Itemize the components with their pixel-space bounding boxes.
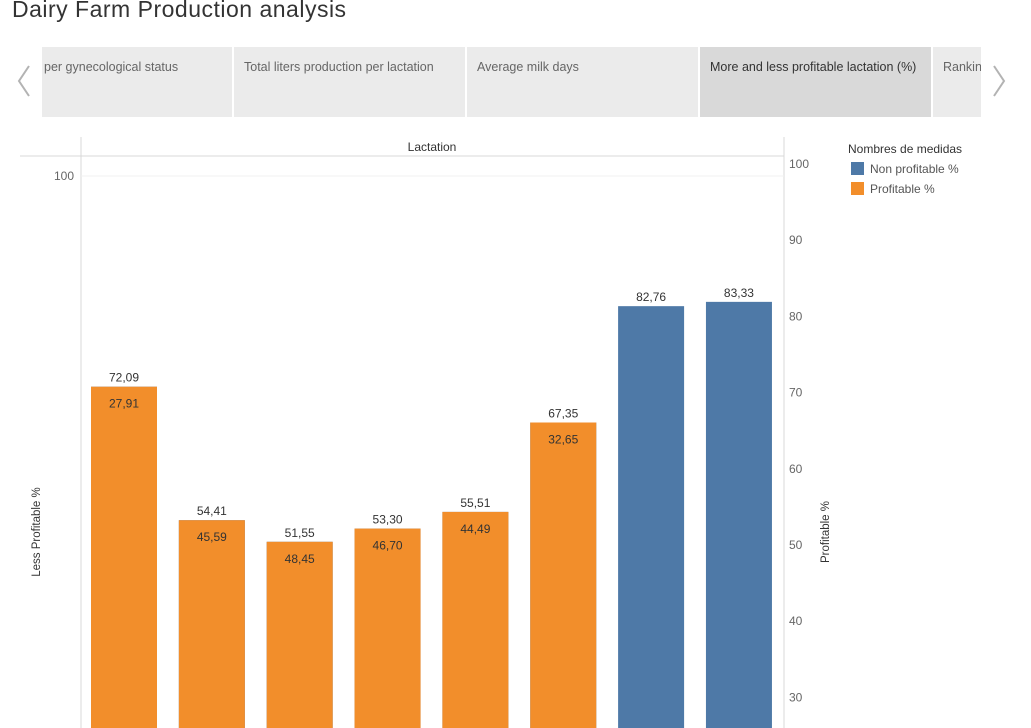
right-tick-label: 50 [789,538,803,552]
bar-non-profitable [705,301,772,728]
chart-header-label: Lactation [408,140,457,154]
data-label-profitable: 46,70 [373,539,403,553]
tab-ranking[interactable]: Rankin [933,47,981,117]
prev-tab-button[interactable] [15,64,35,98]
data-label-non-profitable: 55,51 [460,496,490,510]
bar-profitable [354,528,421,728]
data-label-non-profitable: 83,33 [724,286,754,300]
legend-title: Nombres de medidas [848,142,963,156]
bar-profitable [266,541,333,728]
right-tick-label: 80 [789,309,803,323]
data-label-profitable: 32,65 [548,433,578,447]
bar-profitable [178,520,245,728]
data-label-profitable: 27,91 [109,397,139,411]
left-tick-label: 100 [54,169,74,183]
data-label-non-profitable: 54,41 [197,504,227,518]
tab-gynecological-status[interactable]: per gynecological status [42,47,232,117]
right-tick-label: 100 [789,157,809,171]
chart-frame: Lactation 100 100 90 80 70 60 50 40 30 [20,137,809,728]
right-tick-label: 30 [789,690,803,704]
data-label-profitable: 44,49 [460,522,490,536]
legend-item-non-profitable[interactable]: Non profitable % [851,162,959,176]
right-tick-label: 90 [789,233,803,247]
bar-profitable [530,422,597,728]
chevron-right-icon [993,65,1006,97]
data-label-non-profitable: 72,09 [109,371,139,385]
legend-swatch [851,182,864,195]
page-title: Dairy Farm Production analysis [12,0,347,22]
data-label-profitable: 45,59 [197,530,227,544]
data-label-non-profitable: 51,55 [285,526,315,540]
bar-profitable [442,511,509,728]
chevron-left-icon [17,65,30,97]
bar-non-profitable [618,306,685,728]
legend-item-profitable[interactable]: Profitable % [851,182,935,196]
right-tick-label: 40 [789,614,803,628]
right-tick-label: 60 [789,462,803,476]
data-label-profitable: 48,45 [285,552,315,566]
tab-total-liters-production[interactable]: Total liters production per lactation [234,47,465,117]
data-label-non-profitable: 67,35 [548,407,578,421]
chart-marks: 72,09 27,91 54,41 45,59 51,55 48,45 53,30 46,70… [91,286,772,728]
tab-profitable-lactation[interactable]: More and less profitable lactation (%) [700,47,931,117]
bar-profitable [91,386,157,728]
story-tabs: per gynecological status Total liters pr… [42,47,981,117]
right-tick-label: 70 [789,386,803,400]
data-label-non-profitable: 53,30 [373,513,403,527]
data-label-non-profitable: 82,76 [636,290,666,304]
tab-average-milk-days[interactable]: Average milk days [467,47,698,117]
next-tab-button[interactable] [990,64,1010,98]
legend-swatch [851,162,864,175]
